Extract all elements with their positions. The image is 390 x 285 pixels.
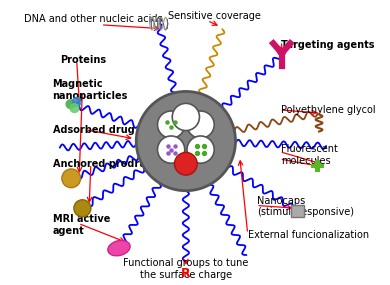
Circle shape [187, 111, 214, 138]
Bar [316, 160, 320, 172]
Circle shape [158, 136, 185, 163]
Circle shape [74, 200, 91, 217]
Bar [291, 205, 304, 217]
Text: Polyethylene glycol: Polyethylene glycol [281, 105, 376, 115]
Circle shape [66, 99, 76, 109]
Text: MRI active
agent: MRI active agent [53, 214, 110, 235]
Text: Targeting agents: Targeting agents [281, 40, 374, 50]
Text: Adsorbed drug: Adsorbed drug [53, 125, 134, 135]
Circle shape [72, 97, 82, 107]
Circle shape [187, 136, 214, 163]
Circle shape [172, 103, 199, 131]
Ellipse shape [108, 241, 130, 256]
Circle shape [62, 169, 81, 188]
Circle shape [69, 103, 80, 113]
Text: Proteins: Proteins [60, 55, 106, 65]
Text: Fluorescent
molecules: Fluorescent molecules [281, 144, 338, 166]
Text: Magnetic
nanoparticles: Magnetic nanoparticles [53, 79, 128, 101]
Bar [311, 164, 324, 168]
Text: Sensitive coverage: Sensitive coverage [168, 11, 261, 21]
Circle shape [158, 111, 185, 138]
Text: DNA and other nucleic acids: DNA and other nucleic acids [24, 14, 163, 24]
Text: Functional groups to tune
the surface charge: Functional groups to tune the surface ch… [123, 258, 248, 280]
Circle shape [136, 91, 236, 191]
Text: Anchored prodrug: Anchored prodrug [53, 159, 153, 169]
Text: R: R [181, 267, 191, 280]
Text: External funcionalization: External funcionalization [248, 230, 369, 240]
Text: Nanocaps
(stimuli-responsive): Nanocaps (stimuli-responsive) [257, 196, 354, 217]
Circle shape [174, 152, 197, 175]
